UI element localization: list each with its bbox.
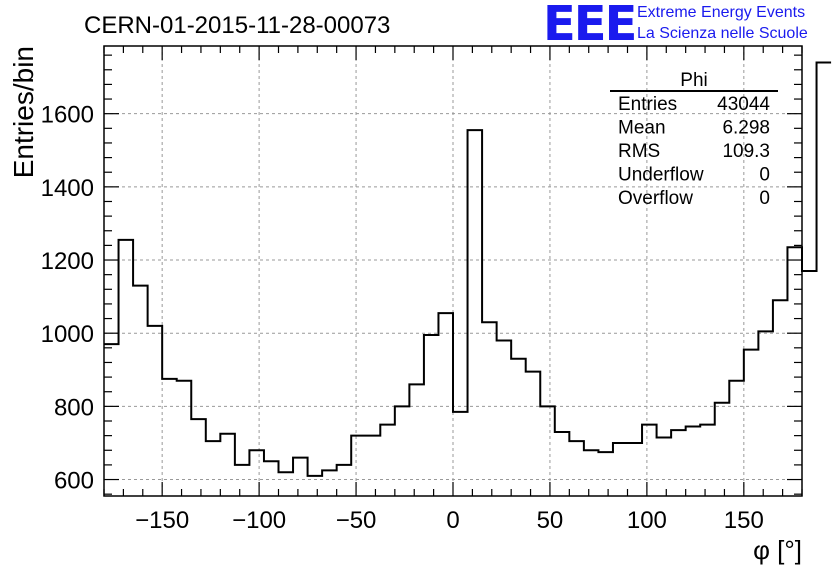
histogram-bin (569, 441, 584, 496)
histogram-bin (787, 247, 802, 496)
histogram-bin (497, 341, 512, 496)
chart-title: CERN-01-2015-11-28-00073 (84, 12, 391, 39)
histogram-bin (468, 130, 483, 496)
histogram-bin (249, 450, 264, 496)
y-tick-label: 1600 (41, 102, 94, 129)
histogram-bin (686, 426, 701, 496)
x-tick-label: 50 (537, 507, 564, 534)
histogram-bin (438, 313, 453, 496)
histogram-bin (337, 465, 352, 496)
histogram-bin (802, 271, 817, 496)
histogram-bin (322, 470, 337, 496)
stats-value: 0 (759, 188, 770, 209)
histogram-bin (133, 286, 148, 496)
stats-value: 6.298 (722, 118, 770, 139)
histogram-bin (366, 436, 381, 496)
stats-value: 0 (759, 165, 770, 186)
x-tick-label: 0 (446, 507, 459, 534)
histogram-bin (642, 425, 657, 496)
stats-value: 109.3 (722, 141, 770, 162)
histogram-bin (453, 412, 468, 496)
histogram-bin (264, 461, 279, 496)
histogram-bin (409, 384, 424, 496)
histogram-bin (206, 441, 221, 496)
histogram-bin (235, 465, 250, 496)
stats-title: Phi (680, 70, 707, 91)
histogram-series (104, 61, 832, 496)
stats-label: Entries (618, 94, 677, 115)
histogram-bin (657, 437, 672, 496)
histogram-bin (380, 425, 395, 496)
y-tick-label: 1400 (41, 175, 94, 202)
histogram-line (104, 61, 832, 477)
histogram-bin (773, 300, 788, 496)
x-tick-label: 150 (724, 507, 764, 534)
stats-label: RMS (618, 141, 660, 162)
stats-label: Mean (618, 118, 666, 139)
y-axis-label: Entries/bin (8, 46, 39, 178)
y-tick-label: 1000 (41, 321, 94, 348)
histogram-bin (104, 344, 119, 496)
x-tick-label: 100 (627, 507, 667, 534)
histogram-bin (526, 372, 541, 496)
stats-label: Underflow (618, 165, 704, 186)
histogram-bin (148, 326, 163, 496)
histogram-bin (555, 432, 570, 496)
histogram-bin (744, 350, 759, 496)
histogram-bin (482, 322, 497, 496)
y-tick-label: 800 (54, 394, 94, 421)
histogram-bin (119, 240, 134, 496)
histogram-bin (598, 452, 613, 496)
x-tick-label: −100 (232, 507, 286, 534)
histogram-bin (293, 458, 308, 496)
stats-label: Overflow (618, 188, 693, 209)
histogram-bin (424, 335, 439, 496)
axes: −150 −100 −50 0 50 100 150 600 800 1000 1200 1400 16… (8, 45, 803, 565)
histogram-bin (817, 62, 832, 496)
histogram-bin (729, 381, 744, 496)
x-axis-label: φ [°] (753, 535, 802, 565)
y-tick-label: 600 (54, 468, 94, 495)
histogram-bin (613, 443, 628, 496)
histogram-bin (671, 430, 686, 496)
histogram-bin (308, 476, 323, 496)
histogram-bin (279, 472, 294, 496)
logo-line-2: La Scienza nelle Scuole (637, 25, 808, 42)
histogram-bin (628, 443, 643, 496)
x-tick-label: −150 (135, 507, 189, 534)
histogram-bin (351, 436, 366, 496)
histogram-bin (395, 406, 410, 496)
x-tick-label: −50 (336, 507, 377, 534)
stats-value: 43044 (717, 94, 770, 115)
histogram-bin (715, 403, 730, 496)
histogram-bin (191, 419, 206, 496)
histogram-bin (700, 425, 715, 496)
y-tick-label: 1200 (41, 248, 94, 275)
histogram-bin (162, 379, 177, 496)
histogram-bin (584, 450, 599, 496)
eee-logo: EEE (543, 0, 637, 52)
histogram-bin (220, 434, 235, 496)
histogram-bin (540, 406, 555, 496)
histogram-bin (177, 381, 192, 496)
histogram-bin (511, 359, 526, 496)
histogram-bin (758, 331, 773, 496)
logo-line-1: Extreme Energy Events (637, 4, 806, 21)
